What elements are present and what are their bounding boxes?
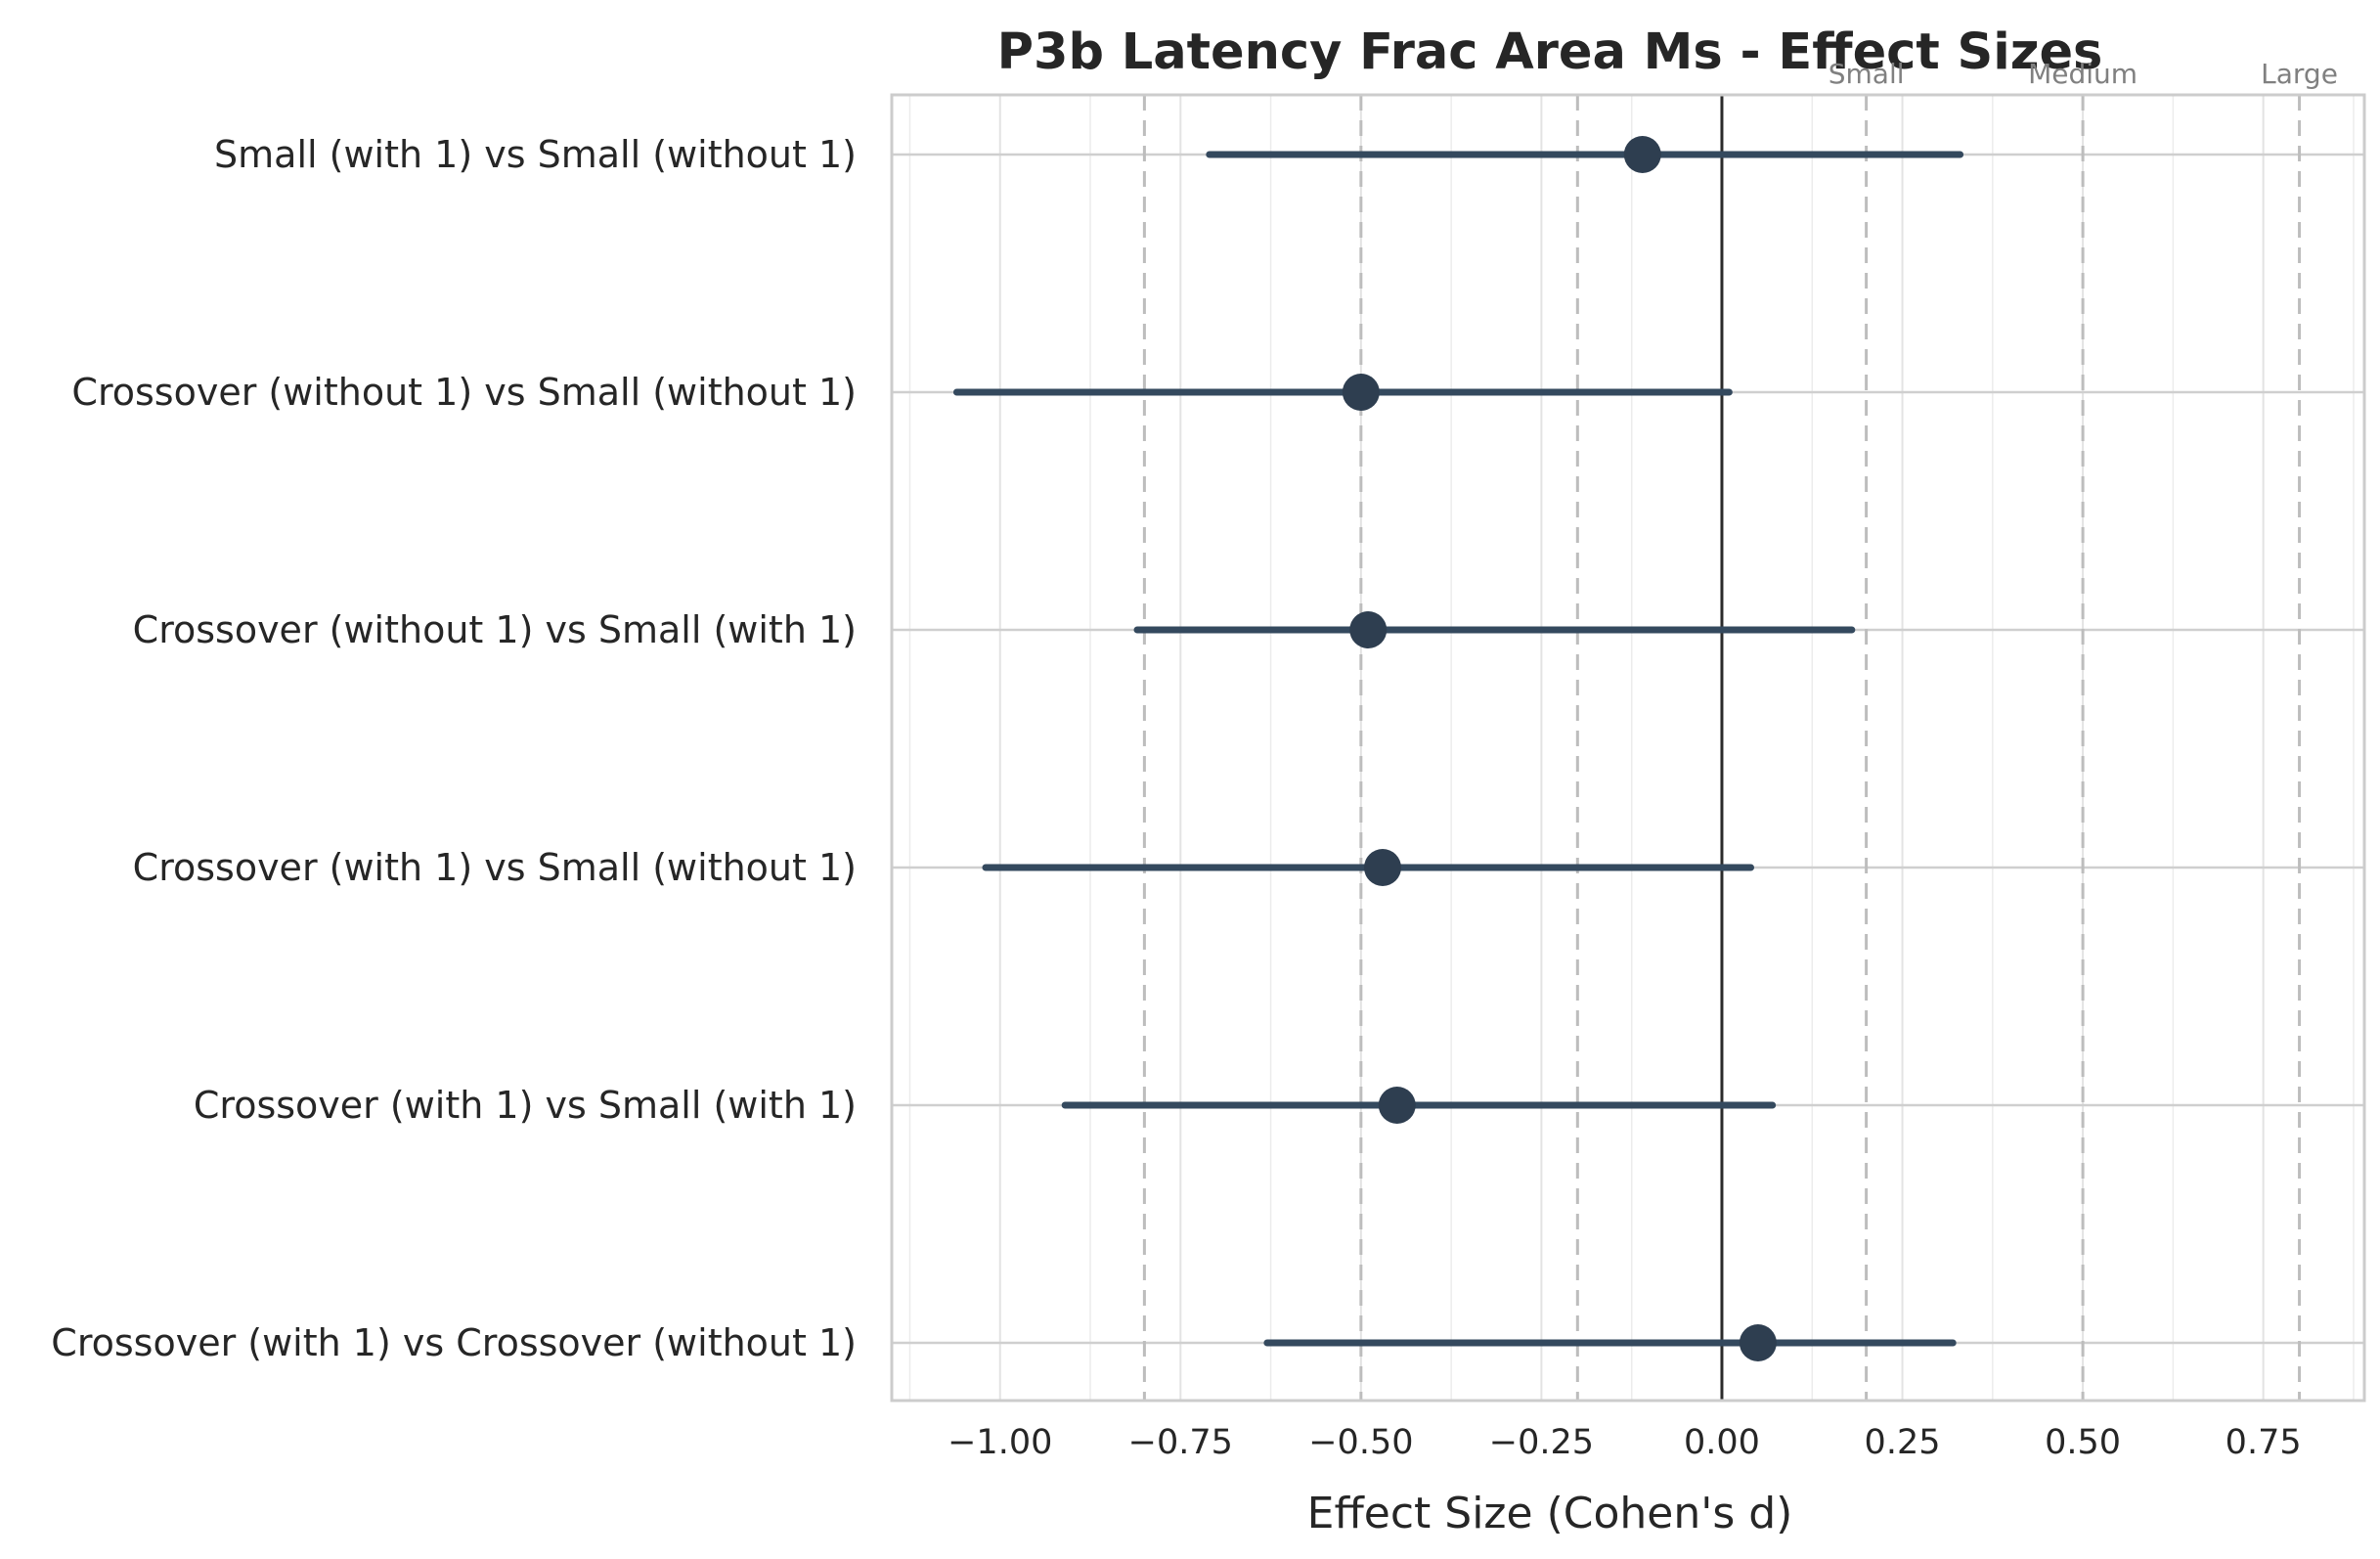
- plot-frame: [890, 93, 2366, 1403]
- reference-line-label: Small: [1829, 58, 1905, 90]
- y-axis-labels: Small (with 1) vs Small (without 1) Cross…: [51, 133, 857, 1364]
- comparison-label: Crossover (with 1) vs Small (with 1): [194, 1084, 857, 1127]
- x-tick-label: −0.50: [1308, 1423, 1413, 1462]
- reference-lines: [1142, 95, 2302, 1401]
- x-axis-label: Effect Size (Cohen's d): [1307, 1489, 1793, 1538]
- confidence-intervals: [952, 151, 1964, 1347]
- x-tick-label: 0.75: [2226, 1423, 2302, 1462]
- x-tick-label: −0.75: [1128, 1423, 1233, 1462]
- x-axis-ticks: −1.00 −0.75 −0.50 −0.25 0.00 0.25 0.50 0.75: [948, 1423, 2302, 1462]
- x-tick-label: 0.00: [1684, 1423, 1760, 1462]
- effect-size-point: [1378, 1087, 1416, 1124]
- reference-line-label: Large: [2261, 58, 2338, 90]
- effect-points: [1342, 136, 1777, 1361]
- grid-lines: [892, 95, 2364, 1401]
- reference-line-label: Medium: [2028, 58, 2138, 90]
- x-tick-label: 0.50: [2045, 1423, 2121, 1462]
- effect-size-point: [1342, 374, 1380, 411]
- comparison-label: Small (with 1) vs Small (without 1): [214, 133, 857, 176]
- comparison-label: Crossover (with 1) vs Small (without 1): [133, 846, 857, 889]
- reference-line-labels: Small Medium Large: [1829, 58, 2338, 90]
- effect-size-point: [1349, 611, 1388, 648]
- x-tick-label: −0.25: [1489, 1423, 1594, 1462]
- effect-size-point: [1739, 1324, 1777, 1361]
- x-tick-label: −1.00: [948, 1423, 1052, 1462]
- comparison-label: Crossover (with 1) vs Crossover (without…: [51, 1321, 857, 1364]
- effect-size-point: [1364, 849, 1401, 886]
- chart-title: P3b Latency Frac Area Ms - Effect Sizes: [997, 23, 2103, 81]
- comparison-label: Crossover (without 1) vs Small (with 1): [133, 608, 857, 651]
- comparison-label: Crossover (without 1) vs Small (without …: [71, 371, 857, 414]
- effect-size-point: [1623, 136, 1661, 173]
- x-tick-label: 0.25: [1865, 1423, 1941, 1462]
